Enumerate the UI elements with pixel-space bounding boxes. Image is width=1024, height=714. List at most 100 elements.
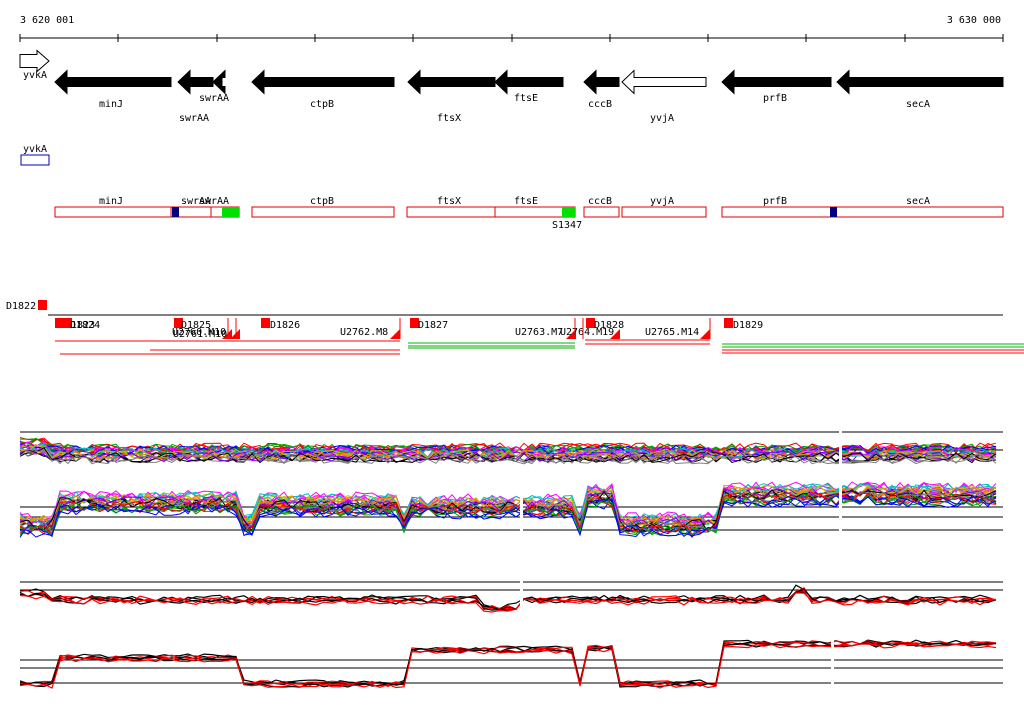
ruler-start-label: 3 620 001 [20, 15, 74, 26]
gene-label-yvkA: yvkA [23, 70, 47, 81]
ruler-ticks [19, 34, 1004, 42]
panel2-lower-profile-0 [19, 639, 997, 685]
gene-arrow-yvjA [621, 69, 707, 95]
transcript-start-marker-1 [55, 318, 64, 328]
gene-label-secA: secA [906, 99, 930, 110]
transcript-start-marker-2 [63, 318, 72, 328]
transcript-d-label-3: D1825 [181, 320, 211, 331]
feature-marker-blue-1 [830, 207, 837, 217]
ruler-end-label: 3 630 000 [947, 15, 1001, 26]
transcript-d-label-2: D1824 [70, 320, 100, 331]
gene-arrow-track: yvkA minJ swrAA swrAA ctpB ftsX ftsE cccB yvjA pr… [19, 49, 1004, 124]
gene-label-yvjA: yvjA [650, 113, 674, 124]
feature-box-9 [831, 206, 1004, 218]
gene-label-swrAA_b: swrAA [199, 93, 229, 104]
transcript-end-marker-1 [230, 329, 240, 339]
panel2-lower-profile-1 [19, 640, 997, 686]
feature-marker-blue-0 [172, 207, 179, 217]
feature-box-8 [721, 206, 833, 218]
transcript-end-marker-4 [610, 329, 620, 339]
gene-arrow-ctpB [251, 69, 395, 95]
feature-box-3 [251, 206, 395, 218]
gene-arrow-cccB [583, 69, 620, 95]
feature-marker-green-0 [222, 207, 239, 217]
transcript-end-marker-0 [222, 329, 232, 339]
feature-box-6 [583, 206, 620, 218]
transcript-end-marker-3 [566, 329, 576, 339]
gene-label-cccB: cccB [588, 99, 612, 110]
panel2-upper-profile-5 [19, 592, 997, 613]
gene-label-minJ: minJ [99, 99, 123, 110]
panel2-profile-lines [19, 584, 997, 689]
yvkA-feature-box [20, 154, 50, 166]
gene-arrow-minJ [54, 69, 172, 95]
gene-label-prfB: prfB [763, 93, 787, 104]
transcript-start-marker-0 [38, 300, 47, 310]
panel1-gap-2 [839, 430, 842, 545]
feature-label-0: minJ [99, 196, 123, 207]
panel1-lower-profile-29 [19, 495, 997, 538]
feature-label-5: ftsE [514, 196, 538, 207]
transcript-start-marker-3 [174, 318, 183, 328]
gene-arrow-yvkA [19, 49, 50, 73]
panel1-lower-profile-21 [19, 483, 997, 526]
transcript-d-label-7: D1829 [733, 320, 763, 331]
feature-label-4: ftsX [437, 196, 461, 207]
feature-box-7 [621, 206, 707, 218]
feature-box-0 [54, 206, 212, 218]
transcript-start-marker-7 [724, 318, 733, 328]
feature-label-9: secA [906, 196, 930, 207]
feature-label-1: swrAA [181, 196, 211, 207]
feature-label-8: prfB [763, 196, 787, 207]
transcript-u-label-0: U2760.M10 [172, 327, 226, 338]
expression-panel-tiling [19, 430, 1003, 545]
gene-arrow-prfB [721, 69, 832, 95]
panel2-lower-profile-2 [19, 641, 997, 687]
feature-label-2: swrAA [199, 196, 229, 207]
panel1-lower-profile-28 [19, 493, 997, 536]
gene-arrow-swrAA_a [177, 69, 214, 95]
panel2-gap-2 [831, 630, 834, 690]
gene-label-swrAA_a: swrAA [179, 113, 209, 124]
gene-label-ftsX: ftsX [437, 113, 461, 124]
transcript-start-marker-5 [410, 318, 419, 328]
panel1-upper-profile-29 [19, 448, 997, 465]
transcript-start-marker-4 [261, 318, 270, 328]
transcript-u-label-5: U2765.M14 [645, 327, 699, 338]
transcript-u-label-3: U2763.M7 [515, 327, 563, 338]
feature-label-6: cccB [588, 196, 612, 207]
feature-label-3: ctpB [310, 196, 334, 207]
panel2-gap-1 [520, 578, 523, 620]
transcript-d-label-4: D1826 [270, 320, 300, 331]
panel1-lower-profile-27 [19, 492, 997, 535]
transcript-start-marker-6 [586, 318, 595, 328]
gene-arrow-secA [836, 69, 1004, 95]
feature-marker-green-1 [562, 207, 575, 217]
transcript-end-marker-2 [390, 329, 400, 339]
transcript-u-label-2: U2762.M8 [340, 327, 388, 338]
panel1-gap-1 [520, 470, 523, 545]
panel1-lower-profile-22 [19, 484, 997, 527]
feature-label-7: yvjA [650, 196, 674, 207]
transcript-d-label-5: D1827 [418, 320, 448, 331]
transcript-d-label-0: D1822 [6, 301, 36, 312]
panel1-upper-profile-28 [19, 447, 997, 464]
gene-label-ctpB: ctpB [310, 99, 334, 110]
expression-panel-summary [19, 578, 1003, 690]
panel1-lower-profile-23 [19, 486, 997, 530]
transcript-u-label-4: U2764.M19 [560, 327, 614, 338]
panel1-lower-profile-24 [19, 487, 997, 531]
gene-arrow-swrAA_b [212, 69, 226, 95]
transcript-u-label-1: U2761.M10 [173, 329, 227, 340]
gene-label-ftsE: ftsE [514, 93, 538, 104]
transcript-d-label-1: D1823 [65, 320, 95, 331]
feature-box-4 [406, 206, 496, 218]
gene-arrow-ftsE [494, 69, 564, 95]
transcript-d-label-6: D1828 [594, 320, 624, 331]
coordinate-ruler: 3 620 001 3 630 000 [19, 15, 1004, 42]
gene-arrow-ftsX [407, 69, 496, 95]
site-label: S1347 [552, 220, 582, 231]
